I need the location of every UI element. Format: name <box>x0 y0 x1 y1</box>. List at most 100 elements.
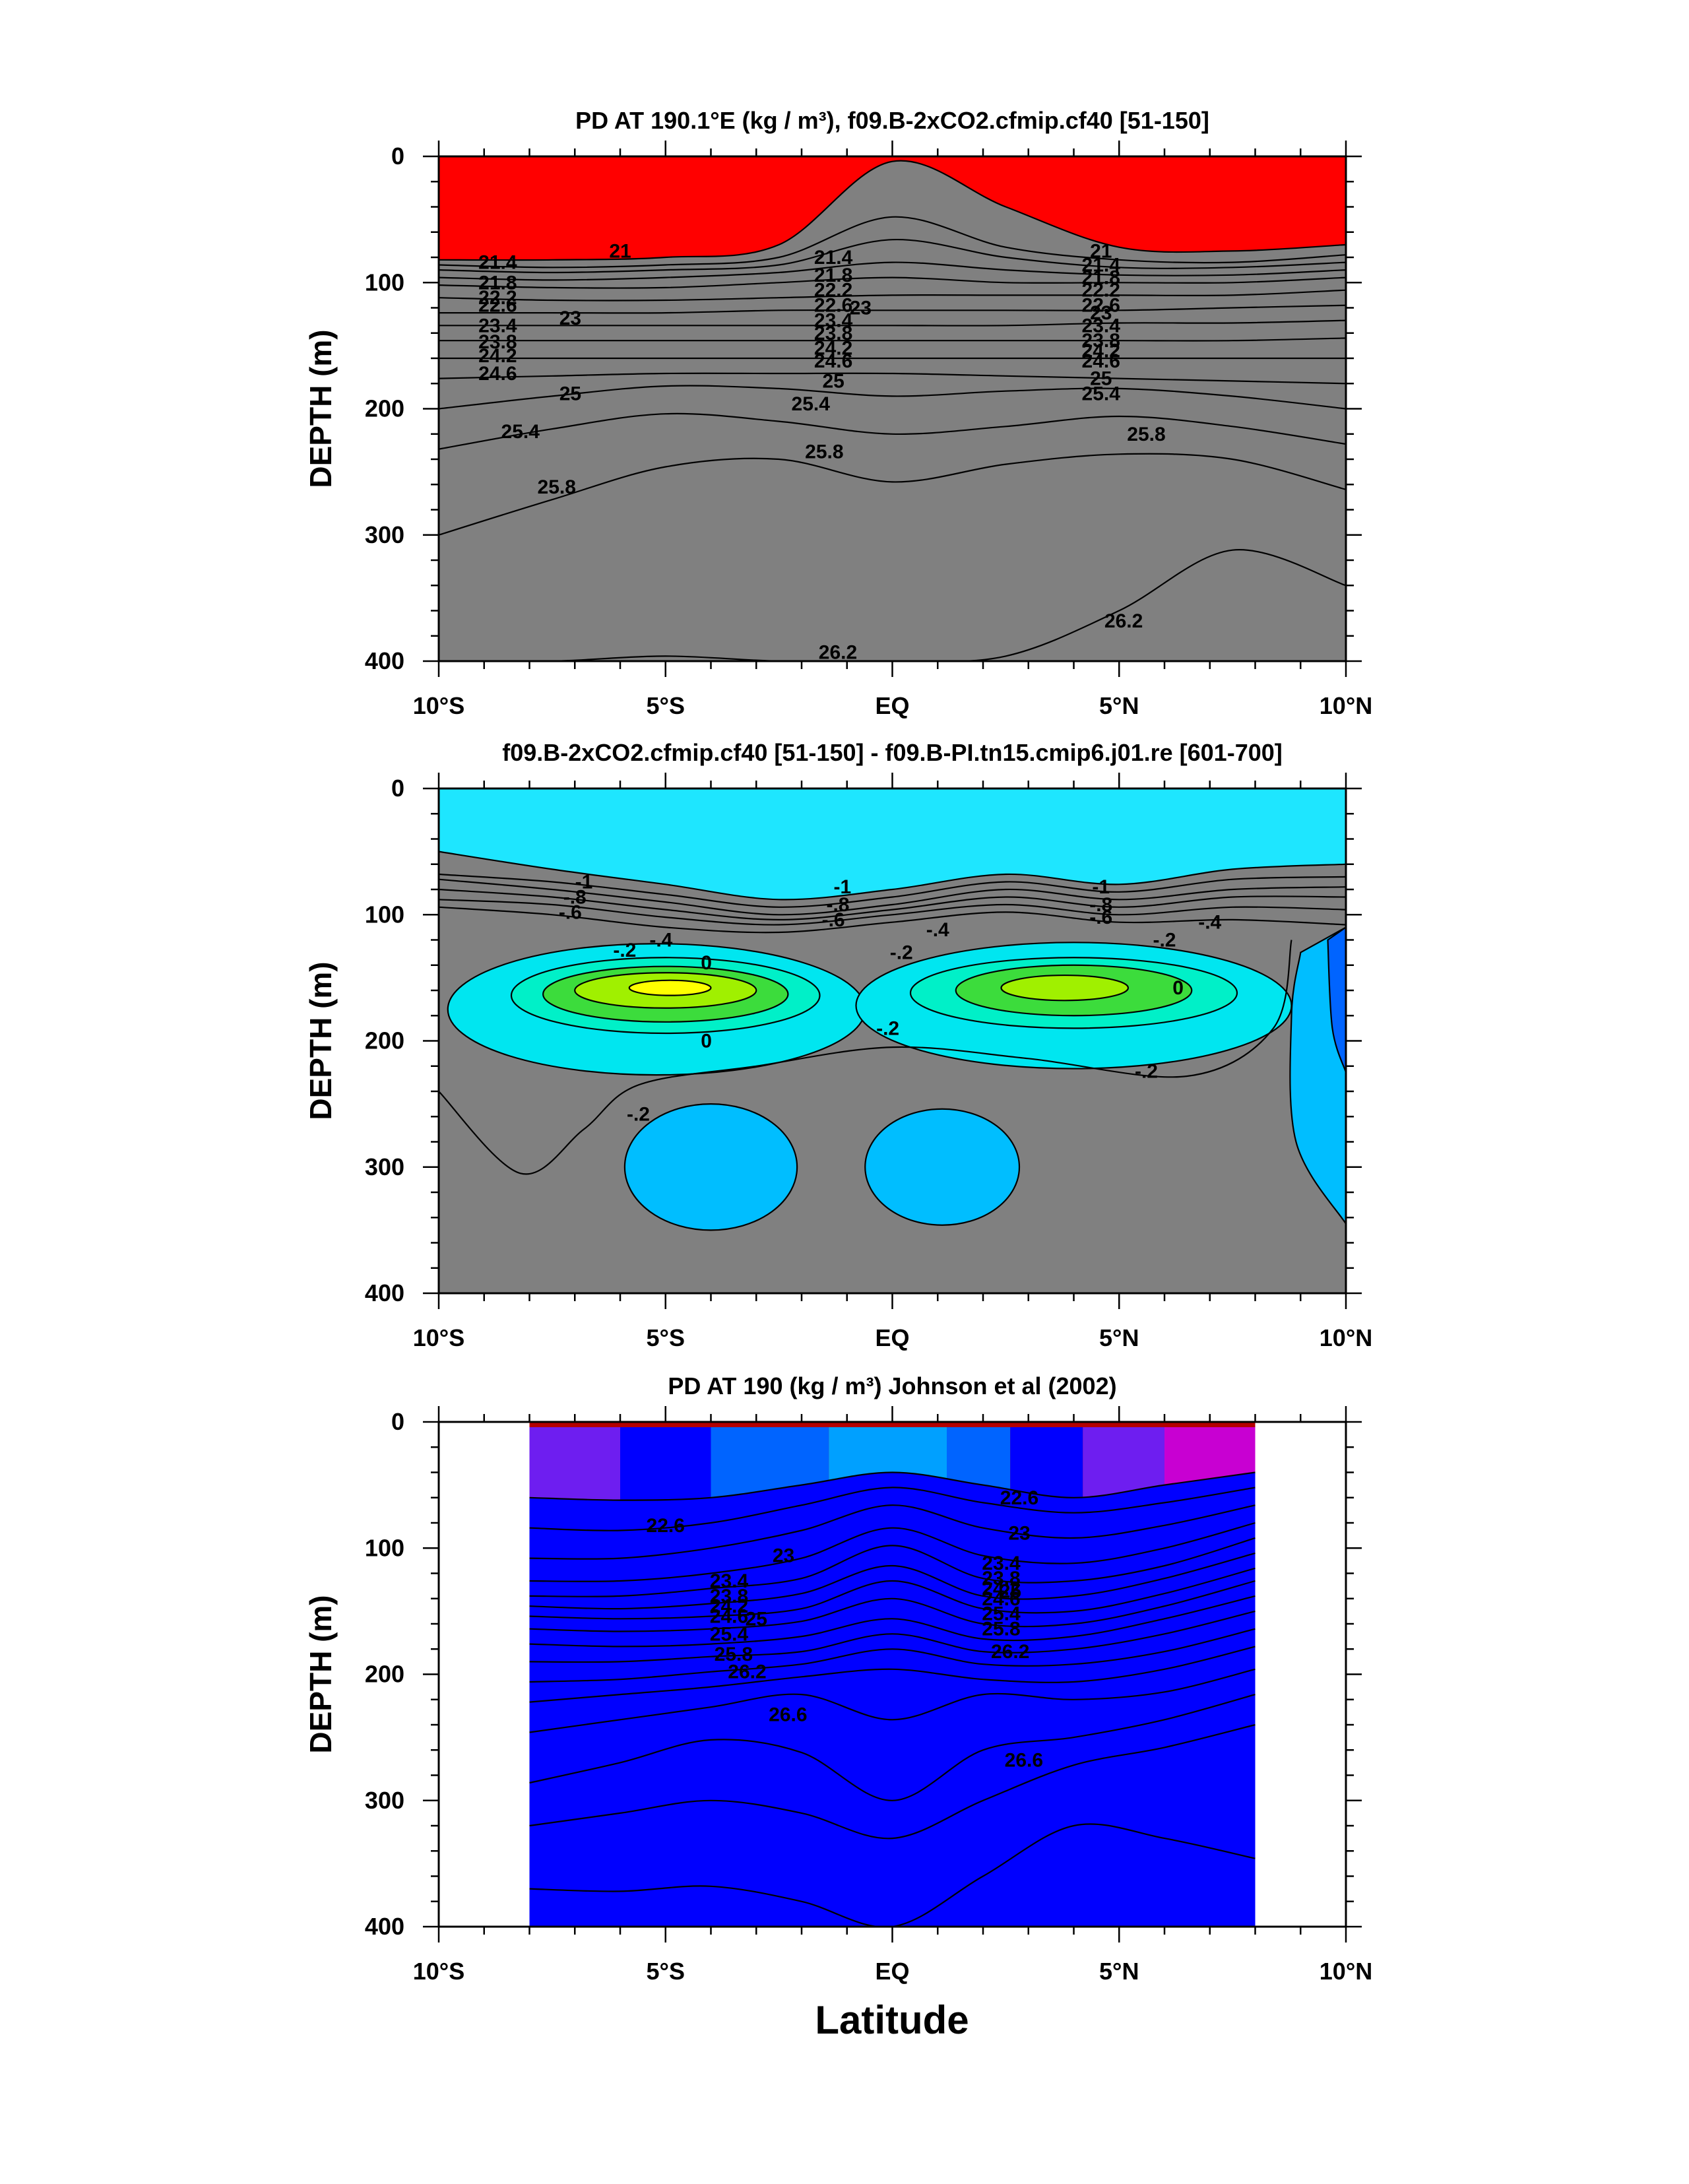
contour-label: -1 <box>1092 876 1110 898</box>
contour-label: 23.8 <box>814 323 852 344</box>
y-tick-label: 0 <box>391 775 404 802</box>
contour-line-23 <box>529 1504 1256 1560</box>
panel-density-difference: 0 100 200 300 400 10°S 5°S EQ 5°N 10°N DEPTH (m) f0… <box>303 739 1372 1351</box>
contour-label: 24.6 <box>1082 350 1120 372</box>
contour-label: 25.8 <box>805 441 843 463</box>
contour-line-25.4 <box>529 1595 1256 1648</box>
contour-label: 26.6 <box>769 1704 807 1726</box>
surface-column <box>1010 1427 1083 1500</box>
contour-line-minus-0.2 <box>439 940 1292 1175</box>
contour-blob-0.6-south <box>628 979 712 996</box>
x-tick-label: 10°N <box>1320 1324 1372 1351</box>
contour-label: 25.4 <box>982 1603 1021 1625</box>
x-axis-label: Latitude <box>815 1998 969 2042</box>
y-tick-label: 200 <box>365 1661 404 1688</box>
contour-line-24.6 <box>529 1567 1256 1620</box>
contour-line-25 <box>529 1580 1256 1632</box>
x-tick-label: EQ <box>875 1958 909 1985</box>
y-tick-label: 300 <box>365 521 404 548</box>
contour-label: 25 <box>1090 368 1112 390</box>
contour-label: 25.4 <box>501 421 540 443</box>
y-tick-label: 100 <box>365 901 404 928</box>
contour-label: -.4 <box>649 930 672 951</box>
x-tick-label: 5°S <box>647 1958 685 1985</box>
contour-label: -.6 <box>1089 907 1112 928</box>
contour-line--1 <box>439 873 1346 908</box>
contour-label: 25 <box>822 370 844 392</box>
contour-label: 21.4 <box>1082 254 1121 276</box>
contour-label: 21 <box>609 240 631 262</box>
y-axis-label: DEPTH (m) <box>303 961 338 1120</box>
contour-line--0.2 <box>439 906 1346 934</box>
x-tick-label: EQ <box>875 1324 909 1351</box>
contour-line-25.8 <box>439 453 1346 536</box>
y-tick-label: 0 <box>391 1408 404 1435</box>
contour-label: -.2 <box>876 1017 899 1039</box>
contour-label: 23 <box>1090 302 1112 324</box>
contour-line--0.4 <box>439 899 1346 926</box>
contour-line-24.6 <box>439 372 1346 385</box>
contour-label: 22.6 <box>647 1515 685 1537</box>
contour-label: 23 <box>850 298 872 319</box>
panel-title: PD AT 190.1°E (kg / m³), f09.B-2xCO2.cfm… <box>575 107 1209 134</box>
contour-label: 23.4 <box>1082 315 1121 337</box>
contour-label: 23.4 <box>814 310 853 332</box>
contour-label: 25.8 <box>982 1619 1020 1640</box>
contour-label: 23.8 <box>1082 330 1120 352</box>
contour-label: 25.4 <box>710 1623 749 1645</box>
y-tick-label: 100 <box>365 1534 404 1561</box>
x-tick-label: EQ <box>875 692 909 719</box>
contour-label: 21.8 <box>814 265 852 286</box>
surface-column <box>529 1427 620 1500</box>
contour-label: 21.4 <box>814 247 853 269</box>
contour-label: 24.2 <box>710 1595 748 1617</box>
y-tick-label: 300 <box>365 1787 404 1814</box>
y-tick-label: 300 <box>365 1153 404 1180</box>
band-fill-20.6 <box>439 160 1346 661</box>
contour-label: 22.6 <box>1000 1487 1038 1509</box>
contour-label: 23.8 <box>710 1586 748 1607</box>
contour-line-22.6 <box>529 1487 1256 1531</box>
contour-label: 21 <box>1090 240 1112 262</box>
contour-line-25 <box>439 385 1346 410</box>
contour-label: 0 <box>701 1031 712 1052</box>
panel-title: f09.B-2xCO2.cfmip.cf40 [51-150] - f09.B-… <box>502 739 1283 766</box>
contour-line-22.2 <box>529 1471 1256 1501</box>
x-tick-label: 10°N <box>1320 692 1372 719</box>
x-tick-label: 10°S <box>413 1958 464 1985</box>
x-tick-label: 5°N <box>1099 1958 1139 1985</box>
contour-label: 25.8 <box>715 1644 753 1665</box>
contour-label: -.2 <box>1135 1060 1158 1082</box>
contour-label: 23 <box>773 1545 794 1567</box>
y-tick-label: 200 <box>365 395 404 422</box>
contour-label: -.2 <box>627 1103 650 1125</box>
contour-label: -.4 <box>926 919 949 941</box>
contour-line-22.2 <box>439 276 1346 289</box>
contour-labels: 22.62323.423.824.224.62525.425.826.226.6… <box>647 1487 1044 1772</box>
contour-line-23 <box>439 304 1346 314</box>
x-tick-label: 10°N <box>1320 1958 1372 1985</box>
contour-label: -1 <box>834 876 852 898</box>
contour-label: 24.6 <box>814 350 852 372</box>
panel-title: PD AT 190 (kg / m³) Johnson et al (2002) <box>668 1372 1116 1399</box>
contour-wall-east-inner <box>1327 926 1346 1073</box>
contour-label: 22.6 <box>1082 295 1120 317</box>
contour-blob-0.4-north <box>1000 974 1130 1002</box>
contour-line-26.8 <box>529 1694 1256 1801</box>
contour-label: 0 <box>1172 977 1184 999</box>
contour-label: 22.2 <box>814 280 852 302</box>
contour-label: 24.6 <box>478 363 517 385</box>
contour-line-21.4 <box>439 239 1346 274</box>
contour-label: 25.4 <box>1082 383 1121 405</box>
surface-column <box>620 1427 711 1500</box>
contour-label: 24.2 <box>478 345 517 367</box>
contour-label: 21.8 <box>478 272 517 294</box>
contour-label: 22.2 <box>1082 280 1120 302</box>
contour-label: 22.6 <box>814 295 852 317</box>
contour-label: -.6 <box>822 909 845 931</box>
x-tick-label: 5°N <box>1099 1324 1139 1351</box>
contour-label: 23.8 <box>982 1568 1020 1590</box>
contour-labels: 2121.421.822.222.62323.423.824.224.62525… <box>478 240 1166 661</box>
contour-labels: -1-.8-.6-.4-.200-.2-1-.8-.6 -.4-.2-.2-1-.… <box>559 872 1222 1126</box>
